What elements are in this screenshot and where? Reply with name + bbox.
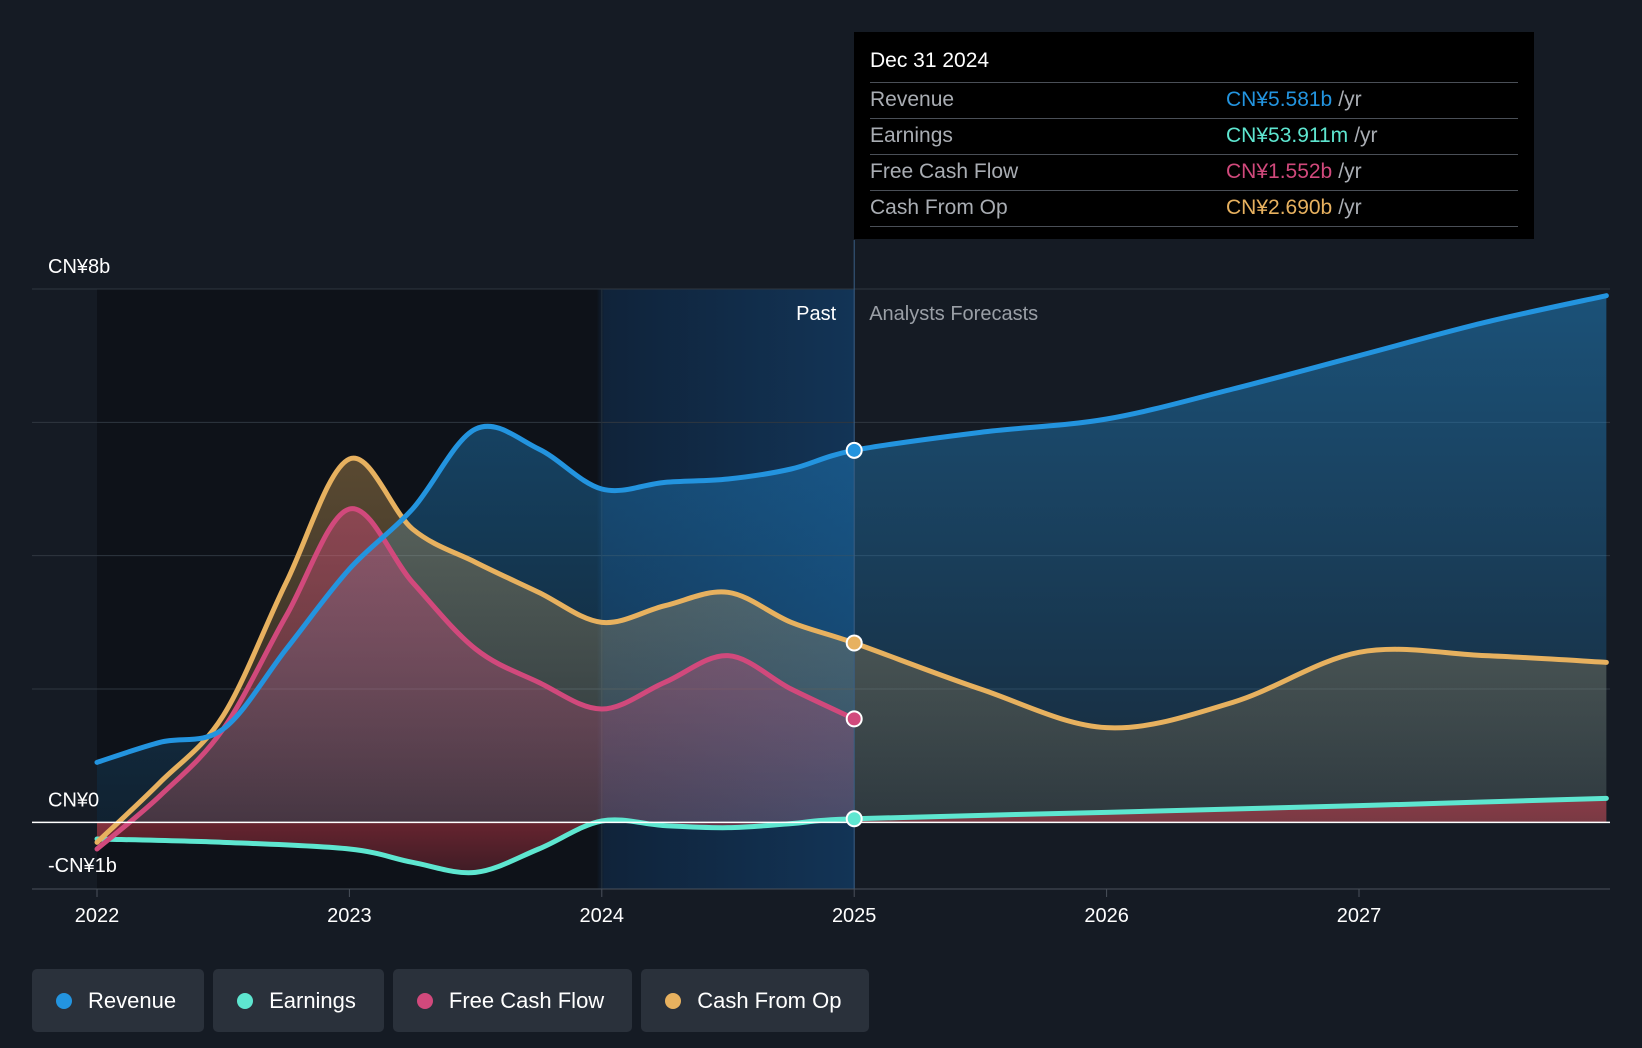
tooltip-name: Cash From Op — [870, 196, 1008, 219]
tooltip-unit: /yr — [1338, 160, 1362, 183]
x-tick-label: 2025 — [832, 905, 877, 927]
x-tick-label: 2027 — [1337, 905, 1382, 927]
tooltip-unit: /yr — [1338, 196, 1362, 219]
legend-label: Free Cash Flow — [448, 987, 605, 1013]
tooltip-unit: /yr — [1338, 88, 1362, 111]
y-axis-label: CN¥0 — [48, 789, 99, 811]
legend-item-earnings[interactable]: Earnings — [213, 969, 384, 1032]
tooltip-row-earnings: Earnings CN¥53.911m /yr — [870, 119, 1518, 155]
point-free-cash-flow — [845, 710, 863, 728]
line-cash-from-op — [94, 455, 1609, 845]
tooltip-name: Earnings — [870, 124, 953, 147]
tooltip-row-free-cash-flow: Free Cash Flow CN¥1.552b /yr — [870, 155, 1518, 191]
forecast-label: Analysts Forecasts — [869, 303, 1038, 325]
x-tick-label: 2024 — [580, 905, 625, 927]
chart: CN¥8b CN¥0 -CN¥1b 2022 2023 2024 2025 2026 2027… — [32, 240, 1610, 927]
legend-label: Earnings — [269, 987, 356, 1013]
tooltip-value: CN¥5.581b — [1226, 88, 1333, 111]
legend-item-free-cash-flow[interactable]: Free Cash Flow — [392, 969, 633, 1032]
legend-item-revenue[interactable]: Revenue — [32, 969, 205, 1032]
legend-item-cash-from-op[interactable]: Cash From Op — [641, 969, 870, 1032]
past-label: Past — [796, 303, 836, 325]
tooltip-name: Free Cash Flow — [870, 160, 1019, 183]
point-revenue — [845, 441, 863, 459]
tooltip-value: CN¥2.690b — [1226, 196, 1333, 219]
legend-label: Revenue — [88, 987, 177, 1013]
x-tick-label: 2022 — [75, 905, 120, 927]
point-cash-from-op — [845, 634, 863, 652]
legend-dot-icon — [416, 992, 433, 1009]
point-earnings — [845, 810, 863, 828]
legend-dot-icon — [665, 992, 682, 1009]
area-earnings — [97, 798, 1607, 873]
legend-dot-icon — [56, 992, 72, 1009]
tooltip-value: CN¥1.552b — [1226, 160, 1333, 183]
x-tick-label: 2023 — [327, 905, 372, 927]
line-revenue — [94, 293, 1609, 765]
tooltip-date: Dec 31 2024 — [870, 46, 1518, 83]
tooltip-unit: /yr — [1354, 124, 1378, 147]
y-axis-label: -CN¥1b — [48, 855, 117, 877]
legend: Revenue Earnings Free Cash Flow Cash Fro… — [32, 969, 870, 1032]
legend-dot-icon — [237, 992, 254, 1009]
y-axis-label: CN¥8b — [48, 256, 110, 278]
area-free-cash-flow — [97, 508, 855, 849]
legend-label: Cash From Op — [697, 987, 842, 1013]
tooltip-name: Revenue — [870, 88, 955, 111]
tooltip: Dec 31 2024 Revenue CN¥5.581b /yr Earnin… — [854, 32, 1534, 239]
tooltip-value: CN¥53.911m — [1226, 124, 1349, 147]
line-earnings — [94, 795, 1609, 876]
tooltip-row-revenue: Revenue CN¥5.581b /yr — [870, 83, 1518, 119]
x-tick-label: 2026 — [1084, 905, 1129, 927]
tooltip-row-cash-from-op: Cash From Op CN¥2.690b /yr — [870, 191, 1518, 227]
